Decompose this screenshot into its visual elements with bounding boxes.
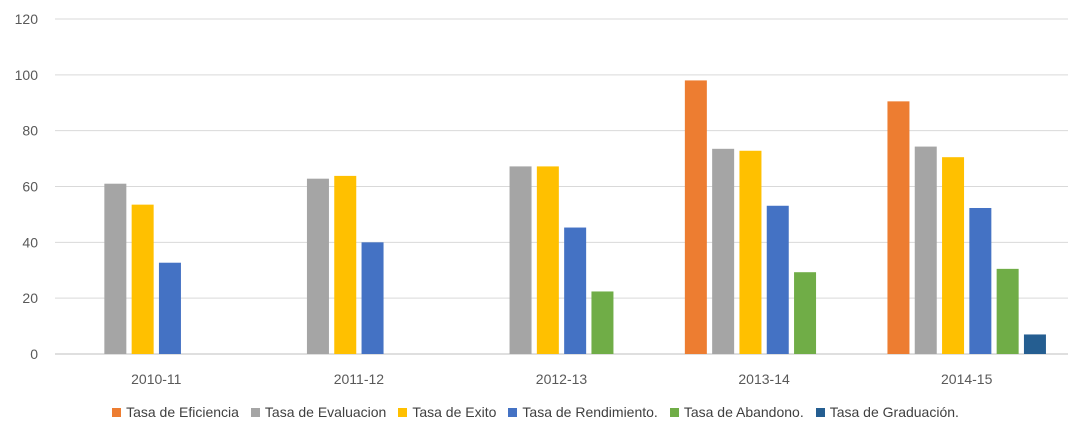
x-tick-label: 2014-15 <box>941 371 993 387</box>
y-tick-label: 120 <box>15 11 39 27</box>
bar <box>306 178 329 354</box>
legend-item: Tasa de Eficiencia <box>112 404 239 420</box>
bar-chart: 0 20 40 60 80 100 120 2010-11 2011-12 2012-13 2013… <box>15 11 1068 387</box>
legend-swatch <box>250 407 260 417</box>
legend-item: Tasa de Abandono. <box>669 404 804 420</box>
legend-swatch <box>112 407 122 417</box>
legend-item: Tasa de Evaluacion <box>250 404 387 420</box>
legend-item: Tasa de Graduación. <box>815 404 959 420</box>
x-tick-label: 2012-13 <box>536 371 588 387</box>
y-tick-label: 60 <box>22 179 38 195</box>
x-tick-label: 2013-14 <box>738 371 790 387</box>
bar <box>564 227 587 354</box>
bar <box>509 166 532 354</box>
bar <box>684 80 707 355</box>
legend-swatch <box>398 407 408 417</box>
bar <box>794 272 817 354</box>
legend-swatch <box>815 407 825 417</box>
y-tick-label: 20 <box>22 290 38 306</box>
bar <box>334 175 357 354</box>
bar <box>766 205 789 354</box>
legend-label: Tasa de Eficiencia <box>126 404 239 420</box>
bar <box>712 148 735 354</box>
legend-swatch <box>669 407 679 417</box>
bar <box>536 166 559 354</box>
bar <box>914 146 937 354</box>
x-tick-label: 2011-12 <box>334 371 385 387</box>
bar <box>942 157 965 354</box>
bar <box>739 150 762 354</box>
y-tick-label: 40 <box>22 234 38 250</box>
bar <box>131 204 154 354</box>
bar <box>104 183 127 354</box>
legend-label: Tasa de Graduación. <box>829 404 959 420</box>
legend-label: Tasa de Abandono. <box>683 404 804 420</box>
legend-item: Tasa de Exito <box>398 404 496 420</box>
legend-item: Tasa de Rendimiento. <box>508 404 658 420</box>
bar <box>591 291 614 354</box>
bar <box>361 242 384 354</box>
bar <box>969 207 992 354</box>
bar <box>996 268 1019 354</box>
y-tick-label: 0 <box>30 346 38 362</box>
legend-label: Tasa de Evaluacion <box>264 404 387 420</box>
bar <box>1023 334 1046 354</box>
legend-label: Tasa de Rendimiento. <box>522 404 658 420</box>
legend-label: Tasa de Exito <box>412 404 497 420</box>
x-tick-label: 2010-11 <box>131 371 182 387</box>
bar <box>887 101 910 355</box>
legend-swatch <box>508 407 518 417</box>
bar <box>158 262 181 354</box>
y-tick-label: 100 <box>15 67 39 83</box>
chart-legend: Tasa de Eficiencia Tasa de Evaluacion Tasa… <box>0 404 1071 420</box>
y-tick-label: 80 <box>22 123 38 139</box>
